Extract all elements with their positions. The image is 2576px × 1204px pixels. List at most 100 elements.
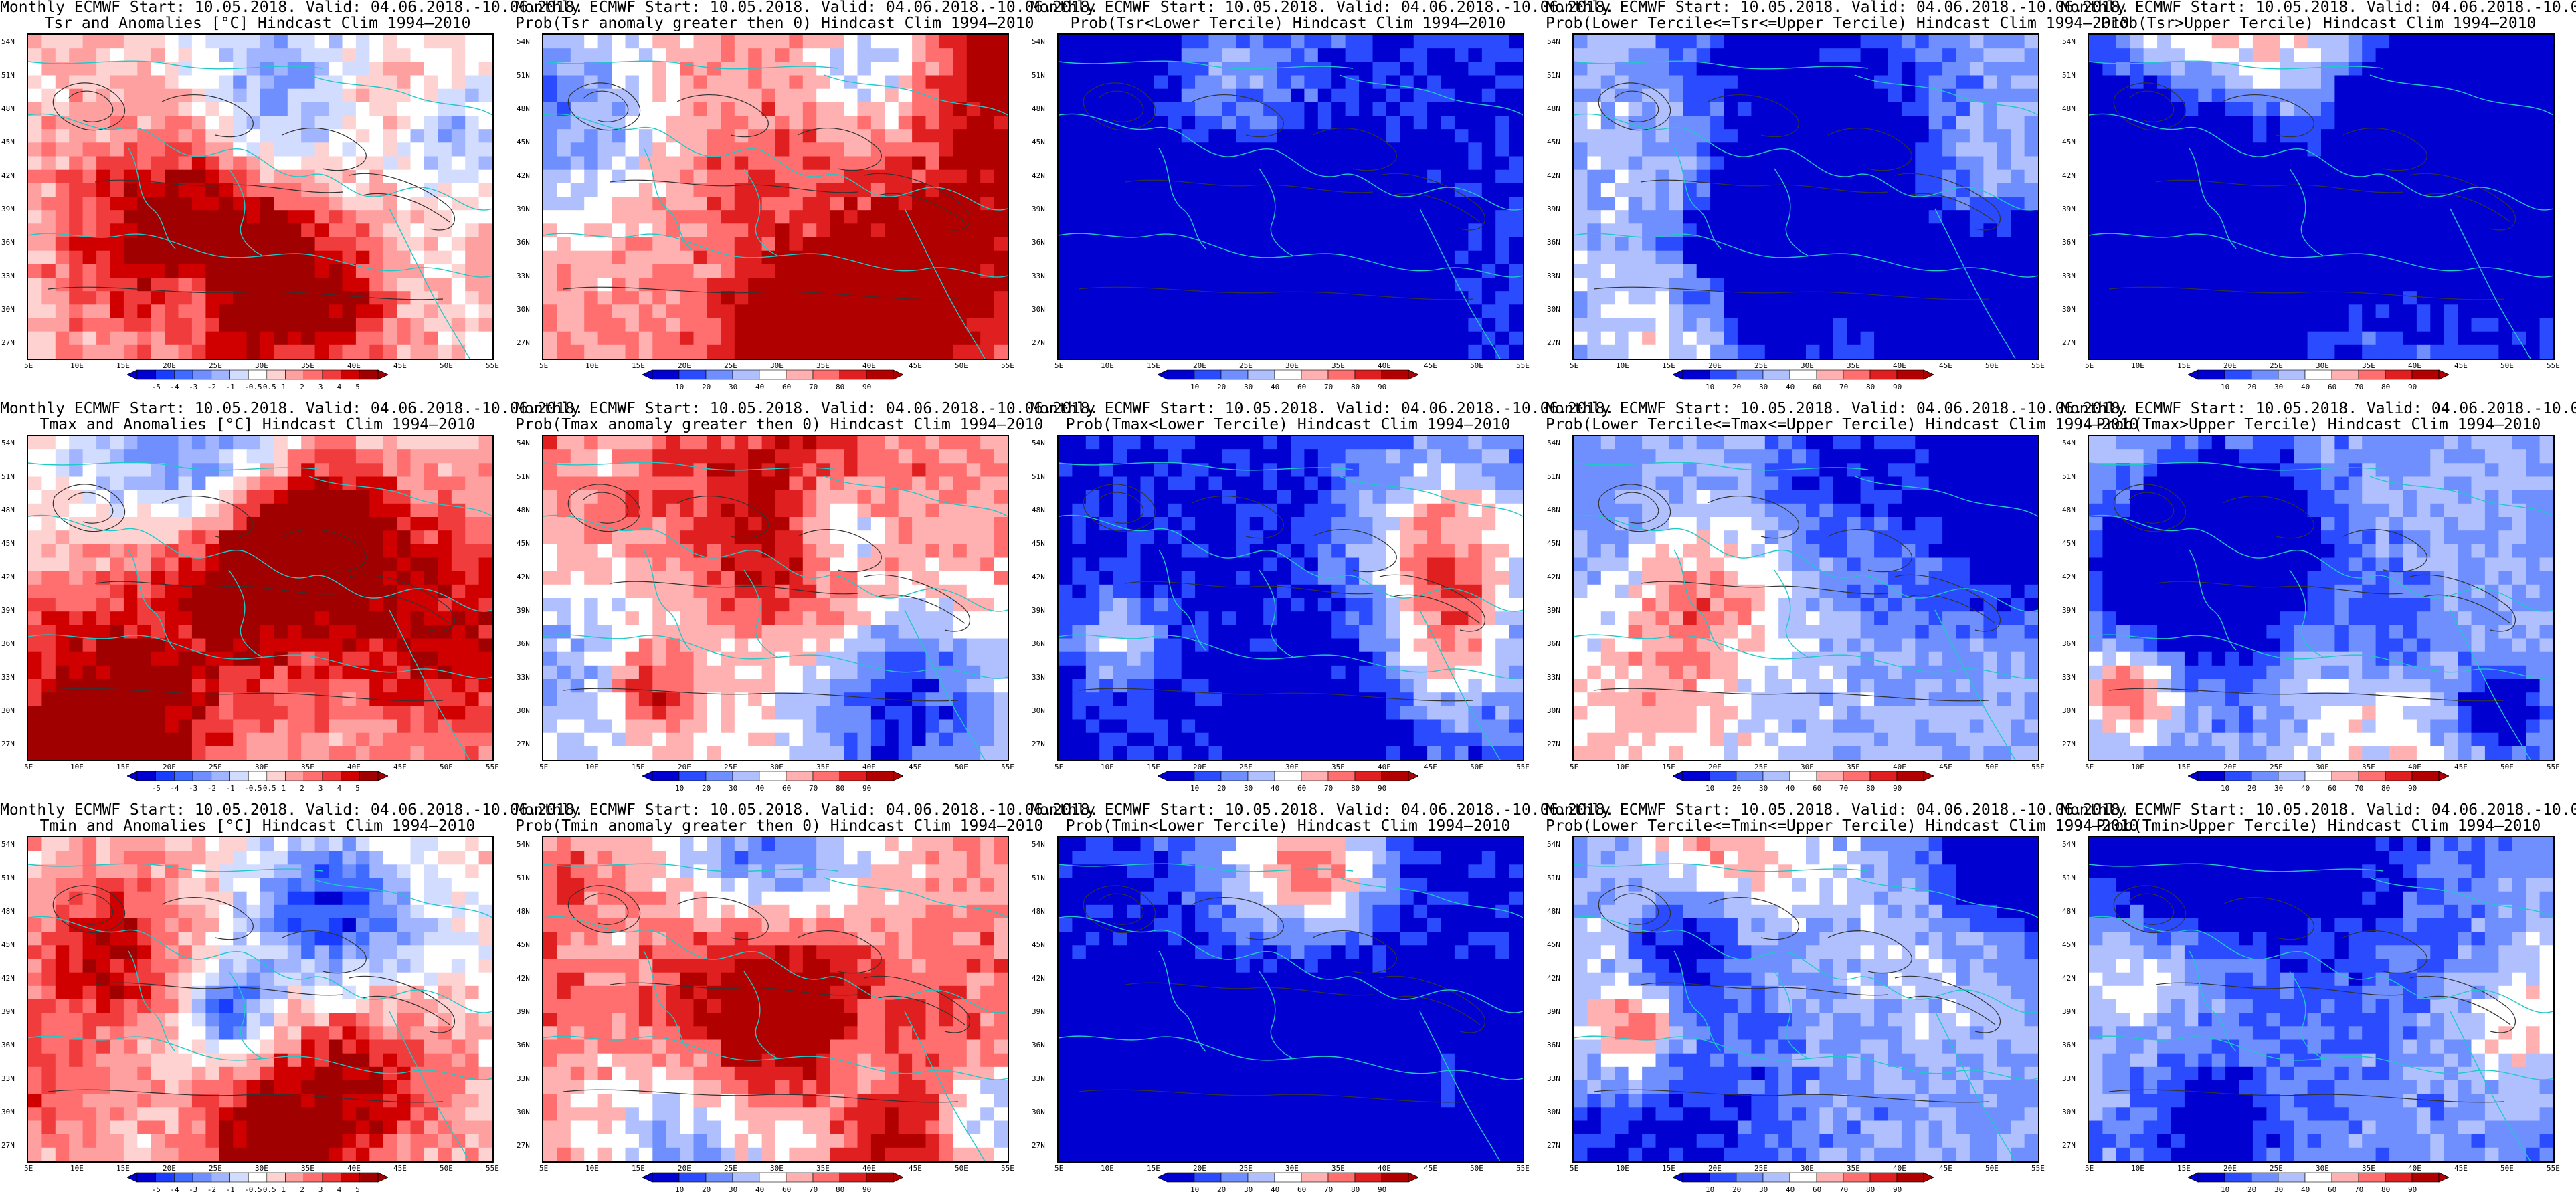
coastline bbox=[904, 609, 986, 760]
colorbar-tick-label: 30 bbox=[1759, 1185, 1768, 1194]
latitude-label: 30N bbox=[517, 1108, 530, 1116]
isotherm-contour bbox=[2155, 982, 2404, 996]
colorbar-tick-label: 20 bbox=[702, 1185, 711, 1194]
coastline bbox=[1574, 863, 1869, 872]
latitude-label: 39N bbox=[1032, 1007, 1045, 1016]
isotherm-contour bbox=[48, 1089, 444, 1103]
colorbar-tick-label: 70 bbox=[1839, 1185, 1849, 1194]
colorbar-tick-label: 70 bbox=[1324, 383, 1333, 391]
latitude-label: 39N bbox=[517, 1007, 530, 1016]
coastline bbox=[743, 971, 778, 1059]
map-area bbox=[1572, 33, 2039, 360]
longitude-label: 25E bbox=[2270, 361, 2283, 370]
isotherm-contour bbox=[676, 496, 769, 539]
longitude-label: 40E bbox=[1893, 763, 1906, 771]
isotherm-contour bbox=[2423, 193, 2511, 223]
coastline bbox=[28, 916, 492, 1013]
latitude-label: 54N bbox=[1, 37, 15, 46]
colorbar-tick-label: 80 bbox=[1351, 784, 1360, 793]
colorbar bbox=[2188, 1172, 2449, 1183]
longitude-label: 45E bbox=[909, 361, 922, 370]
colorbar-tick-label: 10 bbox=[1190, 784, 1200, 793]
longitude-label: 55E bbox=[1516, 1164, 1530, 1173]
longitude-label: 55E bbox=[486, 1164, 499, 1173]
longitude-label: 50E bbox=[2500, 361, 2514, 370]
longitude-label: 50E bbox=[2500, 1164, 2514, 1173]
longitude-label: 50E bbox=[440, 1164, 453, 1173]
latitude-label: 30N bbox=[1547, 305, 1560, 314]
longitude-label: 20E bbox=[1193, 763, 1206, 771]
colorbar-tick-label: 60 bbox=[1813, 383, 1822, 391]
isotherm-contour bbox=[2423, 594, 2511, 624]
longitude-label: 55E bbox=[1001, 1164, 1014, 1173]
colorbar bbox=[127, 1172, 388, 1183]
coastline bbox=[128, 950, 176, 1052]
latitude-label: 54N bbox=[1547, 840, 1560, 849]
longitude-label: 10E bbox=[2131, 763, 2144, 771]
latitude-label: 33N bbox=[1032, 272, 1045, 280]
colorbar-tick-label: -2 bbox=[207, 383, 217, 391]
longitude-label: 35E bbox=[816, 1164, 830, 1173]
isotherm-contour bbox=[1379, 574, 1485, 632]
longitude-label: 40E bbox=[862, 361, 876, 370]
longitude-label: 40E bbox=[2408, 361, 2421, 370]
colorbar-tick-label: 1 bbox=[281, 383, 286, 391]
coastline bbox=[904, 208, 986, 359]
colorbar-tick-label: -5 bbox=[151, 383, 161, 391]
isotherm-contour bbox=[1078, 1089, 1474, 1103]
longitude-label: 30E bbox=[1801, 361, 1814, 370]
latitude-label: 33N bbox=[1, 1074, 15, 1083]
latitude-label: 33N bbox=[2062, 272, 2076, 280]
isotherm-contour bbox=[48, 286, 444, 300]
colorbar-tick-label: 60 bbox=[2328, 784, 2337, 793]
isotherm-contour bbox=[563, 688, 959, 702]
colorbar-tick-label: 20 bbox=[1732, 784, 1742, 793]
longitude-label: 20E bbox=[163, 361, 176, 370]
colorbar-tick-label: 80 bbox=[836, 784, 845, 793]
longitude-label: 20E bbox=[678, 361, 691, 370]
latitude-label: 51N bbox=[517, 472, 530, 481]
longitude-label: 35E bbox=[1331, 361, 1345, 370]
latitude-label: 33N bbox=[517, 1074, 530, 1083]
latitude-label: 33N bbox=[1032, 673, 1045, 682]
longitude-label: 20E bbox=[1193, 361, 1206, 370]
coastline bbox=[2450, 1011, 2531, 1161]
coastline bbox=[543, 462, 838, 471]
latitude-label: 30N bbox=[1032, 1108, 1045, 1116]
panel-subtitle: Tmin and Anomalies [°C] Hindcast Clim 19… bbox=[39, 817, 476, 835]
colorbar-tick-label: 40 bbox=[1271, 1185, 1280, 1194]
longitude-label: 15E bbox=[1662, 1164, 1675, 1173]
latitude-label: 39N bbox=[2062, 606, 2076, 615]
panel-title: Monthly ECMWF Start: 10.05.2018. Valid: … bbox=[1546, 0, 2130, 16]
coastline bbox=[543, 1035, 1008, 1080]
colorbar-tick-label: 4 bbox=[337, 784, 342, 793]
isotherm-contour bbox=[864, 574, 970, 632]
coastline bbox=[1158, 148, 1206, 249]
coastline bbox=[1574, 916, 2038, 1013]
coastline bbox=[2089, 113, 2553, 211]
latitude-label: 30N bbox=[1032, 706, 1045, 715]
panel-title: Monthly ECMWF Start: 10.05.2018. Valid: … bbox=[1030, 0, 1615, 16]
panel-title: Monthly ECMWF Start: 10.05.2018. Valid: … bbox=[2061, 801, 2576, 819]
map-area bbox=[1057, 33, 1524, 360]
isotherm-contour bbox=[610, 179, 858, 193]
longitude-label: 55E bbox=[2031, 763, 2045, 771]
latitude-label: 30N bbox=[517, 305, 530, 314]
colorbar-tick-label: 70 bbox=[1324, 1185, 1333, 1194]
longitude-label: 25E bbox=[1754, 1164, 1768, 1173]
coastline bbox=[1059, 60, 1354, 70]
latitude-label: 54N bbox=[1547, 439, 1560, 447]
panel-title: Monthly ECMWF Start: 10.05.2018. Valid: … bbox=[515, 400, 1099, 417]
colorbar-tick-label: -0.5 bbox=[244, 383, 262, 391]
isotherm-contour bbox=[2128, 492, 2175, 524]
latitude-label: 48N bbox=[1032, 104, 1045, 113]
latitude-label: 45N bbox=[1, 539, 15, 548]
coastline bbox=[543, 916, 1008, 1013]
isotherm-contour bbox=[1392, 193, 1481, 223]
longitude-label: 40E bbox=[1893, 1164, 1906, 1173]
coastline bbox=[643, 549, 691, 651]
longitude-label: 15E bbox=[116, 361, 130, 370]
coastline bbox=[1059, 634, 1523, 679]
colorbar-tick-label: 40 bbox=[755, 784, 765, 793]
colorbar-tick-label: 40 bbox=[2301, 383, 2310, 391]
